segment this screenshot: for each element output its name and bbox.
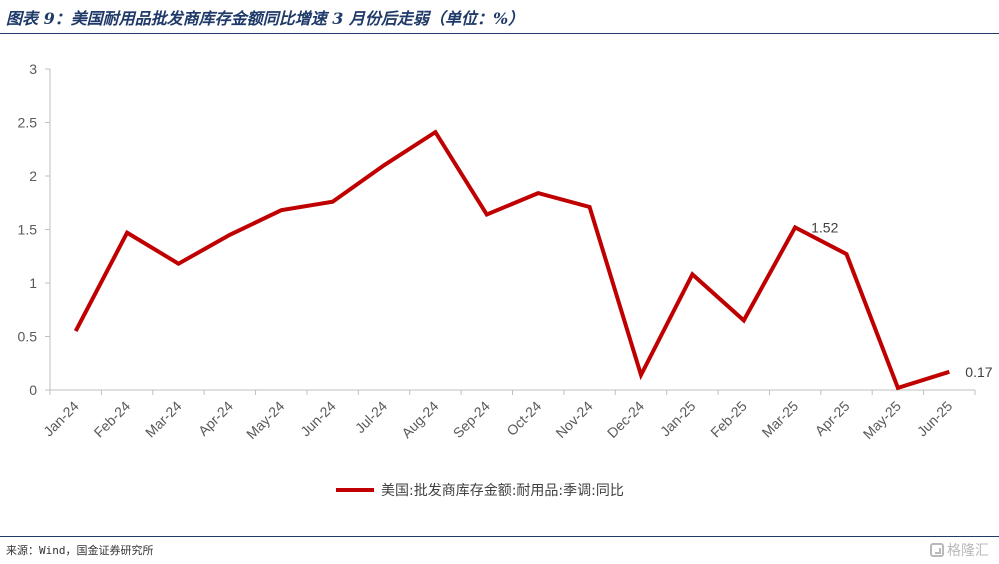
x-tick-label: Mar-25 <box>759 398 802 441</box>
watermark-logo-icon <box>930 543 944 557</box>
legend-label: 美国:批发商库存金额:耐用品:季调:同比 <box>381 483 624 499</box>
x-tick-label: Feb-24 <box>91 398 134 441</box>
y-tick-label: 0 <box>29 382 37 398</box>
x-tick-label: Apr-25 <box>812 398 853 439</box>
y-tick-label: 2.5 <box>18 115 38 131</box>
data-label: 1.52 <box>811 219 838 235</box>
series-line <box>73 129 950 391</box>
x-tick-label: Apr-24 <box>195 398 236 439</box>
y-tick-label: 1 <box>29 275 37 291</box>
footer-rule <box>0 536 999 537</box>
y-tick-label: 1.5 <box>18 222 38 238</box>
x-tick-label: Oct-24 <box>503 398 544 439</box>
y-tick-label: 0.5 <box>18 329 38 345</box>
x-tick-label: Jan-25 <box>657 398 699 440</box>
watermark-text: 格隆汇 <box>947 543 989 559</box>
x-tick-label: Jan-24 <box>40 398 82 440</box>
y-tick-label: 3 <box>29 61 37 77</box>
x-tick-label: May-25 <box>860 398 904 442</box>
x-tick-label: Sep-24 <box>450 398 493 441</box>
x-tick-label: May-24 <box>243 398 287 442</box>
x-tick-label: Mar-24 <box>142 398 185 441</box>
x-tick-label: Feb-25 <box>707 398 750 441</box>
x-tick-label: Aug-24 <box>398 398 441 441</box>
x-tick-label: Dec-24 <box>604 398 647 441</box>
y-tick-label: 2 <box>29 168 37 184</box>
x-tick-label: Jul-24 <box>352 398 390 436</box>
x-tick-label: Nov-24 <box>552 398 595 441</box>
source-note: 来源：Wind，国金证券研究所 <box>6 544 154 557</box>
x-tick-label: Jun-24 <box>297 398 339 440</box>
chart-title: 图表 9：美国耐用品批发商库存金额同比增速 3 月份后走弱（单位：%） <box>6 9 525 28</box>
x-tick-label: Jun-25 <box>914 398 956 440</box>
data-label: 0.17 <box>965 364 992 380</box>
header-rule <box>0 33 999 34</box>
watermark: 格隆汇 <box>930 540 989 560</box>
